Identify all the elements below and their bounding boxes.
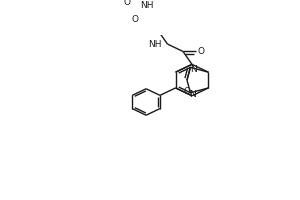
Text: N: N	[189, 90, 195, 99]
Text: O: O	[123, 0, 130, 7]
Text: NH: NH	[148, 40, 161, 49]
Text: O: O	[132, 15, 139, 24]
Text: N: N	[190, 65, 197, 74]
Text: NH: NH	[140, 1, 153, 10]
Text: O: O	[184, 87, 191, 96]
Text: O: O	[197, 47, 204, 56]
